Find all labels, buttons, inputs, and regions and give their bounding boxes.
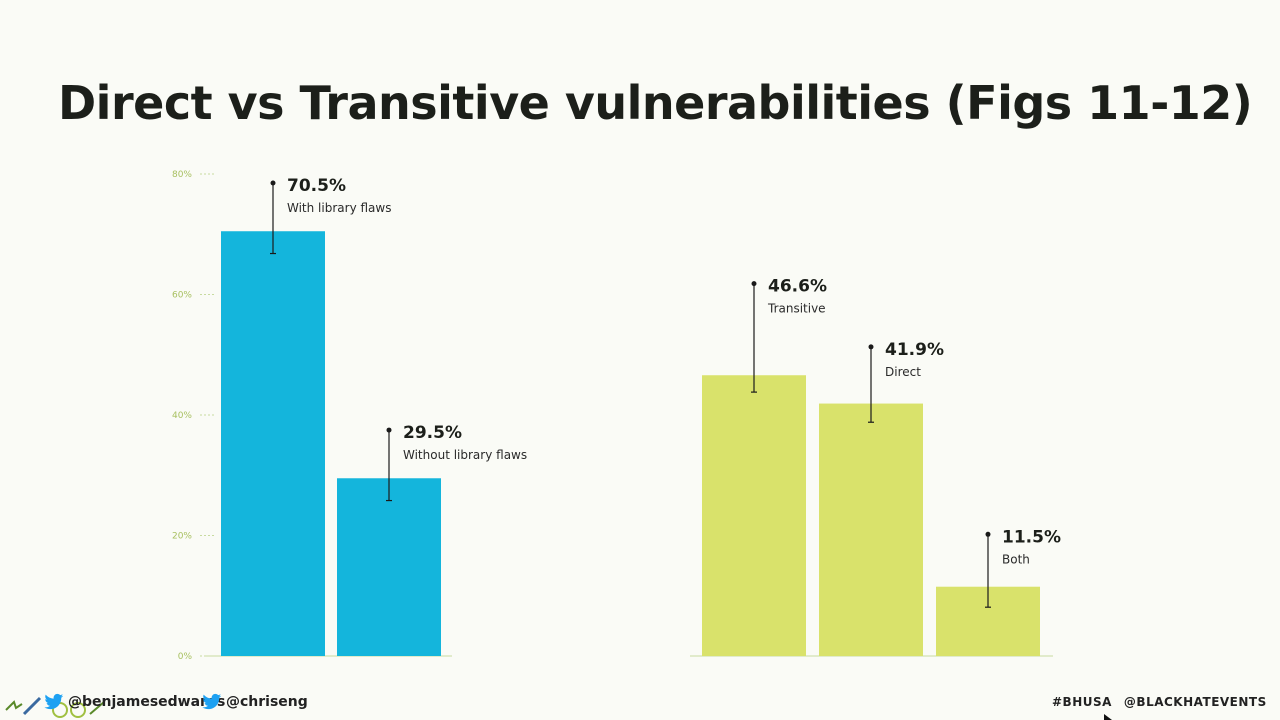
twitter-handle-2: @chriseng xyxy=(202,692,308,712)
bar-value-label: 41.9% xyxy=(885,340,944,360)
error-bar-cap xyxy=(868,344,874,350)
y-tick-label: 0% xyxy=(178,652,193,662)
bar-value-label: 70.5% xyxy=(287,176,346,196)
bar-category-label: Without library flaws xyxy=(403,448,527,462)
handle-1-text: @benjamesedwards xyxy=(68,694,226,710)
slide-footer: @benjamesedwards @chriseng #BHUSA @BLACK… xyxy=(0,684,1280,720)
bar-category-label: With library flaws xyxy=(287,201,391,215)
y-tick-label: 60% xyxy=(172,291,192,301)
bar-category-label: Transitive xyxy=(767,302,826,316)
y-tick-label: 20% xyxy=(172,532,192,542)
doodle-icons xyxy=(5,696,105,718)
twitter-handle-1: @benjamesedwards xyxy=(44,692,225,712)
twitter-bird-icon xyxy=(202,693,222,710)
y-tick-label: 80% xyxy=(172,170,192,180)
bar xyxy=(819,403,923,656)
cursor-icon xyxy=(1104,714,1112,720)
error-bar-cap xyxy=(985,531,991,537)
events-handle-text: @BLACKHATEVENTS xyxy=(1123,695,1267,709)
bar xyxy=(337,478,441,656)
slide-title: Direct vs Transitive vulnerabilities (Fi… xyxy=(58,76,1253,130)
bar xyxy=(221,231,325,657)
bar-value-label: 29.5% xyxy=(403,423,462,443)
error-bar-cap xyxy=(270,180,276,186)
y-tick-label: 40% xyxy=(172,411,192,421)
event-tags: #BHUSA @BLACKHATEVENTS xyxy=(1052,695,1267,709)
bar-value-label: 11.5% xyxy=(1002,527,1061,547)
bar-value-label: 46.6% xyxy=(768,277,827,297)
bar xyxy=(702,375,806,656)
twitter-bird-icon xyxy=(44,693,64,710)
bar-category-label: Direct xyxy=(885,365,921,379)
handle-2-text: @chriseng xyxy=(226,694,308,710)
error-bar-cap xyxy=(751,281,757,287)
error-bar-cap xyxy=(386,427,392,433)
bar-chart: 0% 20% 40% 60% 80% 70.5% With library flaws 29.… xyxy=(172,170,1061,662)
hashtag-text: #BHUSA xyxy=(1052,695,1112,709)
bar-category-label: Both xyxy=(1002,552,1030,566)
